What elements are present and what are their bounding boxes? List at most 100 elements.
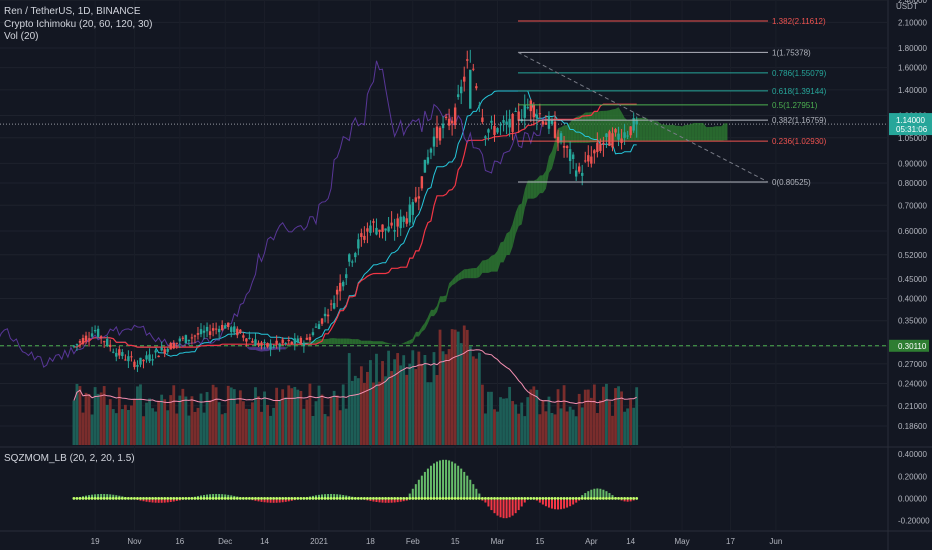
price-tick-label: 1.60000 — [898, 64, 927, 73]
price-tick-label: 0.70000 — [898, 201, 927, 210]
sqz-dot — [571, 496, 575, 500]
sqz-bar — [629, 498, 632, 502]
time-tick-label: 14 — [626, 537, 635, 546]
candle-body — [372, 221, 375, 223]
sqz-bar — [327, 494, 330, 499]
candle-body — [626, 135, 629, 137]
sqz-dot — [190, 496, 194, 500]
sqzmom-legend[interactable]: SQZMOM_LB (20, 2, 20, 1.5) — [4, 453, 135, 464]
sqz-dot — [514, 496, 518, 500]
kumo-segment — [709, 126, 713, 141]
sqz-dot — [84, 496, 88, 500]
sqz-bar — [463, 471, 466, 499]
volume-bar — [281, 389, 285, 445]
candle-body — [142, 359, 145, 362]
volume-bar — [335, 395, 339, 445]
candle-body — [559, 133, 563, 143]
sqz-dot — [408, 496, 412, 500]
alert-price-label: 0.30110 — [898, 342, 927, 351]
kumo-segment — [524, 180, 528, 209]
sqz-dot — [474, 496, 478, 500]
volume-bar — [453, 329, 457, 445]
sqz-dot — [399, 496, 403, 500]
candle-body — [351, 261, 354, 263]
volume-bar — [193, 411, 197, 445]
price-tick-label: 0.90000 — [898, 159, 927, 168]
kumo-segment — [597, 111, 601, 142]
candle-body — [115, 352, 118, 357]
volume-bar — [529, 389, 533, 445]
sqz-bar — [324, 494, 327, 499]
candle-body — [118, 349, 121, 356]
volume-bar — [438, 329, 442, 445]
sqz-dot — [296, 496, 300, 500]
volume-bar — [399, 365, 403, 445]
candle-body — [133, 361, 136, 368]
candle-body — [109, 344, 112, 347]
kumo-segment — [433, 305, 437, 317]
sqz-bar — [514, 498, 517, 514]
sqz-bar — [472, 484, 475, 499]
kumo-segment — [443, 295, 447, 303]
sqz-dot — [205, 496, 209, 500]
sqz-bar — [275, 498, 278, 503]
sqz-dot — [181, 496, 185, 500]
kumo-segment — [682, 124, 686, 141]
volume-bar — [160, 394, 164, 445]
sqz-dot — [414, 496, 418, 500]
sqz-bar — [593, 488, 596, 499]
sqz-bar — [523, 498, 526, 503]
sqz-bar — [91, 494, 94, 499]
sqz-bar — [112, 494, 115, 499]
symbol-legend[interactable]: Ren / TetherUS, 1D, BINANCE — [4, 6, 141, 17]
sqz-dot — [290, 496, 294, 500]
volume-bar — [272, 407, 276, 445]
kumo-segment — [564, 125, 568, 143]
sqz-bar — [318, 494, 320, 499]
sqz-dot — [456, 496, 460, 500]
volume-bar — [202, 412, 206, 445]
kumo-segment — [497, 242, 501, 272]
sqz-dot — [211, 496, 215, 500]
volume-bar — [571, 409, 575, 445]
volume-bar — [426, 382, 430, 445]
volume-bar — [626, 408, 630, 445]
fibonacci-retracement[interactable]: 1.618(2.55997)1.382(2.11612)1(1.75378)0.… — [517, 0, 827, 187]
kumo-segment — [364, 340, 368, 345]
sqz-dot — [550, 496, 554, 500]
sqz-dot — [235, 496, 239, 500]
price-axis[interactable]: 2.400002.100001.800001.600001.400001.200… — [889, 0, 932, 525]
fib-level-label: 1.382(2.11612) — [772, 17, 826, 26]
volume-bar — [511, 401, 515, 445]
candle-body — [408, 204, 411, 223]
volume-bar — [269, 415, 272, 445]
kumo-segment — [639, 117, 643, 141]
kumo-segment — [461, 269, 465, 280]
volume-legend[interactable]: Vol (20) — [4, 31, 39, 42]
volume-bar — [369, 360, 372, 445]
sqz-dot — [378, 496, 381, 500]
kumo-segment — [585, 112, 589, 143]
sqz-bar — [396, 498, 399, 503]
volume-bar — [90, 414, 94, 445]
volume-bar — [423, 354, 427, 445]
sqz-bar — [469, 479, 472, 499]
candle-body — [72, 345, 76, 347]
candle-body — [429, 148, 433, 153]
candle-body — [342, 281, 345, 287]
volume-bar — [311, 415, 315, 445]
sqz-dot — [305, 496, 309, 500]
sqz-dot — [586, 496, 590, 500]
price-tick-label: 0.40000 — [898, 294, 927, 303]
time-tick-label: Dec — [218, 537, 232, 546]
sqz-dot — [142, 496, 145, 500]
sqz-dot — [241, 496, 245, 500]
kumo-segment — [246, 347, 250, 350]
ichimoku-legend[interactable]: Crypto Ichimoku (20, 60, 120, 30) — [4, 19, 153, 30]
kumo-segment — [579, 114, 583, 143]
sqz-dot — [508, 496, 512, 500]
time-axis[interactable]: 19 Nov 16 Dec 14 2021 18 Feb 15 Mar 15 Apr 14 May 17 Ju… — [91, 537, 783, 546]
candle-body — [617, 133, 620, 140]
sqz-bar — [596, 488, 599, 499]
